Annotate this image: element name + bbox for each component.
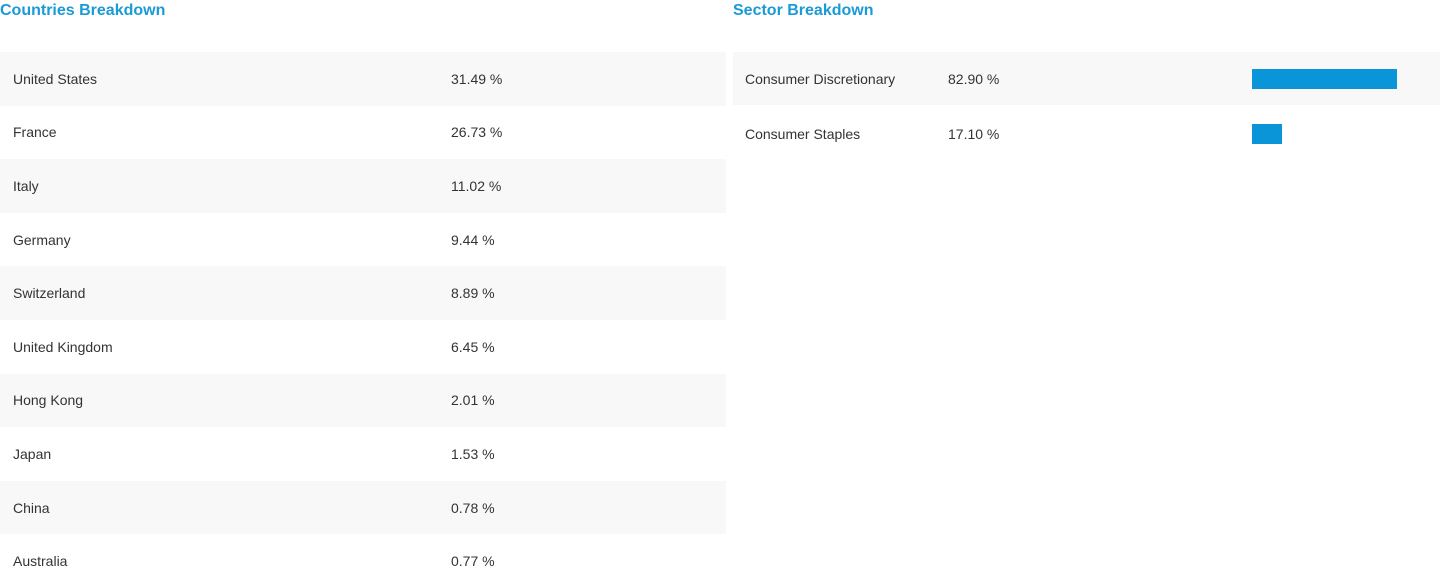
country-row: France 26.73 %	[0, 105, 726, 160]
sector-breakdown-title: Sector Breakdown	[733, 2, 874, 19]
country-percentage: 0.78 %	[451, 499, 495, 516]
country-name: Australia	[13, 553, 68, 570]
sector-name: Consumer Discretionary	[745, 70, 896, 87]
country-row: Australia 0.77 %	[0, 534, 726, 588]
country-row: Italy 11.02 %	[0, 159, 726, 213]
country-row: United States 31.49 %	[0, 52, 726, 106]
country-name: Hong Kong	[13, 392, 84, 409]
countries-breakdown-title: Countries Breakdown	[0, 2, 166, 19]
country-name: Japan	[13, 445, 52, 462]
sector-percentage: 17.10 %	[948, 126, 1000, 142]
country-percentage: 1.53 %	[451, 445, 495, 462]
sector-table: Consumer Discretionary 82.90 % Consumer …	[733, 52, 1440, 163]
country-name: Italy	[13, 177, 39, 194]
country-row: United Kingdom 6.45 %	[0, 319, 726, 374]
country-row: Hong Kong 2.01 %	[0, 373, 726, 428]
sector-row: Consumer Staples 17.10 %	[733, 105, 1440, 163]
country-percentage: 2.01 %	[451, 392, 495, 409]
country-percentage: 9.44 %	[451, 231, 495, 248]
country-name: China	[13, 499, 50, 516]
country-name: United Kingdom	[13, 338, 113, 355]
country-percentage: 0.77 %	[451, 553, 495, 570]
country-row: Germany 9.44 %	[0, 212, 726, 267]
country-name: Switzerland	[13, 285, 86, 302]
country-percentage: 11.02 %	[451, 177, 502, 194]
sector-row: Consumer Discretionary 82.90 %	[733, 52, 1440, 105]
country-name: France	[13, 124, 57, 141]
sector-bar-track	[1252, 124, 1427, 144]
sector-bar	[1252, 124, 1282, 144]
country-percentage: 26.73 %	[451, 124, 503, 141]
sector-percentage: 82.90 %	[948, 70, 1000, 87]
country-name: United States	[13, 70, 98, 87]
country-percentage: 31.49 %	[451, 70, 503, 87]
country-percentage: 6.45 %	[451, 338, 495, 355]
country-name: Germany	[13, 231, 71, 248]
sector-bar-track	[1252, 68, 1427, 89]
sector-name: Consumer Staples	[745, 126, 861, 142]
country-row: Japan 1.53 %	[0, 427, 726, 481]
country-row: Switzerland 8.89 %	[0, 266, 726, 320]
country-percentage: 8.89 %	[451, 285, 495, 302]
sector-bar	[1252, 68, 1398, 89]
countries-table: United States 31.49 % France 26.73 % Ita…	[0, 52, 726, 588]
country-row: China 0.78 %	[0, 480, 726, 535]
